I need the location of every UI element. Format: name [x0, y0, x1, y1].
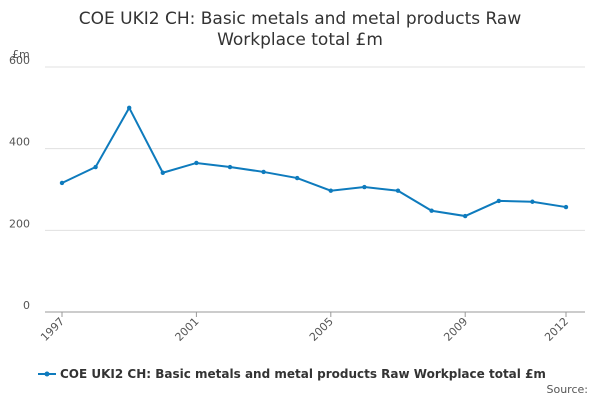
- chart-title: COE UKI2 CH: Basic metals and metal prod…: [79, 9, 522, 29]
- x-tick-label: 1997: [38, 315, 67, 344]
- line: [61, 105, 567, 218]
- point: [463, 213, 468, 219]
- point: [395, 188, 401, 193]
- point: [194, 160, 199, 166]
- x-tick-label: 2009: [441, 315, 470, 344]
- point: [93, 164, 98, 170]
- point: [362, 184, 367, 190]
- x-tick-label: 2012: [542, 315, 571, 344]
- x-tick-label: 2001: [173, 315, 202, 344]
- source: Source:: [547, 383, 589, 396]
- point: [59, 180, 65, 186]
- point: [429, 208, 434, 213]
- y-tick-label: 600: [9, 54, 30, 67]
- y-unit: £m: [12, 48, 30, 61]
- point: [530, 199, 535, 204]
- point: [295, 175, 300, 181]
- legend-marker: [44, 371, 50, 377]
- y-tick-label: 0: [23, 299, 30, 312]
- point: [227, 164, 233, 170]
- y-tick-label: 400: [9, 136, 30, 149]
- point: [261, 169, 266, 175]
- x-tick-label: 2005: [307, 315, 336, 344]
- chart-title: Workplace total £m: [217, 30, 383, 50]
- point: [563, 204, 569, 210]
- point: [328, 188, 333, 193]
- point: [127, 105, 132, 111]
- point: [160, 170, 165, 175]
- legend-label: COE UKI2 CH: Basic metals and metal prod…: [60, 367, 546, 381]
- y-tick-label: 200: [9, 217, 30, 230]
- point: [496, 198, 501, 204]
